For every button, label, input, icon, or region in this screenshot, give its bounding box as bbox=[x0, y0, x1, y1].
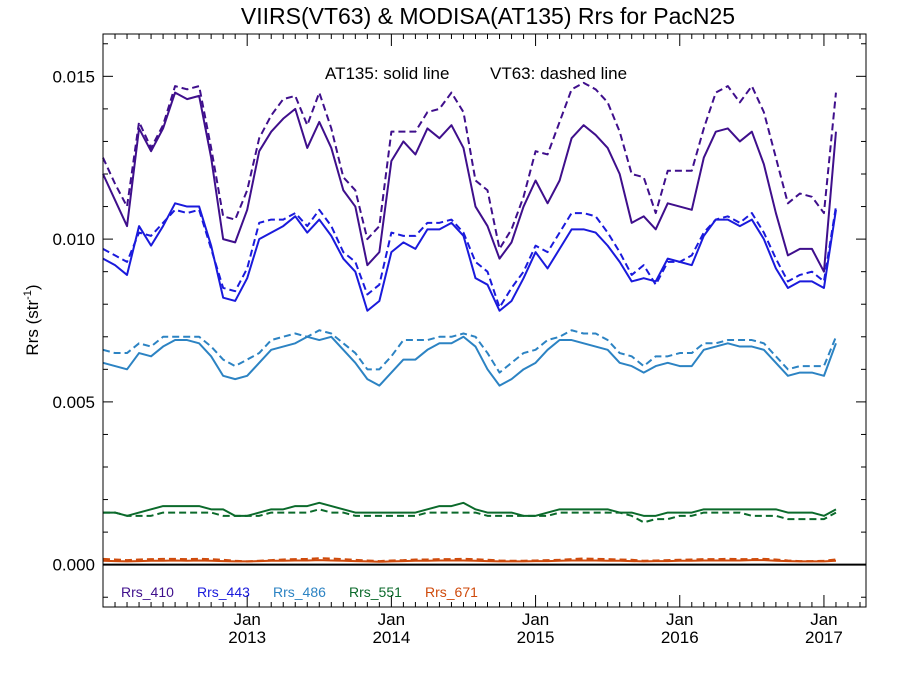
legend-item-rrs-671: Rrs_671 bbox=[425, 584, 478, 600]
y-tick-label: 0.015 bbox=[52, 67, 95, 86]
chart-title: VIIRS(VT63) & MODISA(AT135) Rrs for PacN… bbox=[241, 3, 735, 29]
legend-item-rrs-551: Rrs_551 bbox=[349, 584, 402, 600]
y-axis-label-sup: -1 bbox=[22, 290, 34, 300]
rrs-486-at135-solid-line bbox=[102, 335, 837, 387]
rrs-443-at135-solid-line bbox=[102, 202, 837, 312]
x-tick-label-month: Jan bbox=[522, 610, 549, 629]
x-tick-label-year: 2015 bbox=[517, 628, 555, 647]
y-axis-label-close: ) bbox=[23, 284, 42, 290]
annotation-solid-line: AT135: solid line bbox=[325, 64, 449, 83]
x-tick-label-year: 2014 bbox=[372, 628, 410, 647]
legend-item-rrs-410: Rrs_410 bbox=[121, 584, 174, 600]
rrs-551-vt63-dashed-line bbox=[103, 508, 837, 524]
y-axis-label-main: Rrs (str bbox=[23, 300, 42, 356]
legend-item-rrs-486: Rrs_486 bbox=[273, 584, 326, 600]
x-tick-label-month: Jan bbox=[378, 610, 405, 629]
x-tick-label-year: 2013 bbox=[228, 628, 266, 647]
x-tick-label-year: 2017 bbox=[805, 628, 843, 647]
x-tick-label-month: Jan bbox=[666, 610, 693, 629]
rrs-410-at135-solid-line bbox=[102, 91, 837, 273]
plot-frame bbox=[102, 33, 867, 608]
rrs-671-at135-solid-line bbox=[102, 559, 837, 563]
x-tick-label-month: Jan bbox=[810, 610, 837, 629]
rrs-671-vt63-dashed-line bbox=[102, 557, 837, 563]
y-tick-label: 0.000 bbox=[52, 556, 95, 575]
x-tick-label-month: Jan bbox=[233, 610, 260, 629]
rrs-486-vt63-dashed-line bbox=[102, 329, 837, 374]
y-tick-label: 0.010 bbox=[52, 230, 95, 249]
annotation-dashed-line: VT63: dashed line bbox=[490, 64, 627, 83]
rrs-410-vt63-dashed-line bbox=[102, 81, 837, 250]
legend-item-rrs-443: Rrs_443 bbox=[197, 584, 250, 600]
x-tick-label-year: 2016 bbox=[661, 628, 699, 647]
legend: Rrs_410 Rrs_443 Rrs_486 Rrs_551 Rrs_671 bbox=[121, 584, 478, 600]
rrs-551-at135-solid-line bbox=[103, 501, 837, 517]
y-axis-label: Rrs (str-1) bbox=[22, 284, 42, 355]
y-tick-label: 0.005 bbox=[52, 393, 95, 412]
plot-area: 0.0000.0050.0100.015Jan2013Jan2014Jan201… bbox=[52, 34, 866, 647]
